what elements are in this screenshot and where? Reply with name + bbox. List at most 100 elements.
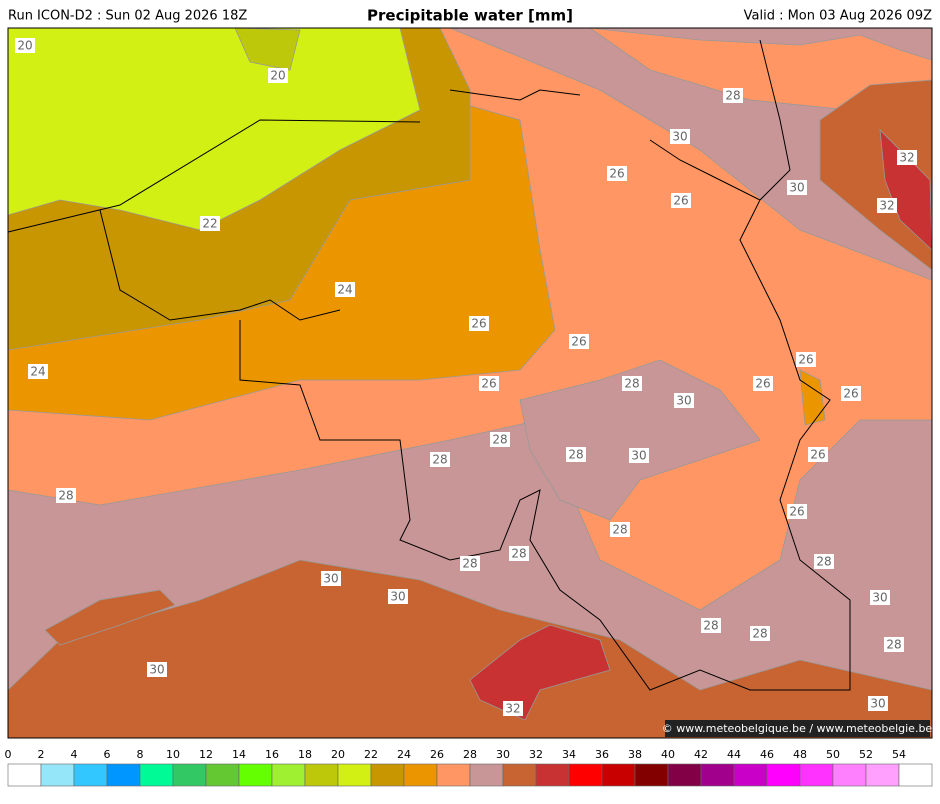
region xyxy=(589,28,932,111)
label-box xyxy=(671,193,691,208)
contour-label: 28 xyxy=(462,557,477,571)
label-box xyxy=(503,701,523,716)
label-box xyxy=(753,376,773,391)
colorbar-tick: 34 xyxy=(562,748,576,761)
contour-label: 30 xyxy=(149,663,164,677)
colorbar-tick: 40 xyxy=(661,748,675,761)
color-swatch xyxy=(832,763,867,787)
color-swatch xyxy=(271,763,306,787)
contour-label: 26 xyxy=(481,377,496,391)
border xyxy=(99,209,341,321)
label-box xyxy=(388,589,408,604)
contour-label: 28 xyxy=(58,489,73,503)
region xyxy=(8,28,421,231)
label-box xyxy=(787,504,807,519)
contour-label: 26 xyxy=(571,335,586,349)
contour-label: 28 xyxy=(492,433,507,447)
label-box xyxy=(509,546,529,561)
label-box xyxy=(868,696,888,711)
color-swatch xyxy=(238,763,273,787)
contour-label: 22 xyxy=(202,217,217,231)
colorbar-tick: 16 xyxy=(265,748,279,761)
colorbar-tick: 24 xyxy=(397,748,411,761)
label-box xyxy=(629,448,649,463)
color-swatch xyxy=(205,763,240,787)
contour-label: 30 xyxy=(390,590,405,604)
colorbar-tick: 42 xyxy=(694,748,708,761)
contour-label: 26 xyxy=(843,387,858,401)
label-box xyxy=(884,637,904,652)
contour-label: 28 xyxy=(432,453,447,467)
color-swatch xyxy=(898,763,933,787)
contour-label: 28 xyxy=(816,555,831,569)
color-swatch xyxy=(172,763,207,787)
color-swatch xyxy=(7,763,42,787)
region xyxy=(519,359,761,521)
colorbar-tick: 52 xyxy=(859,748,873,761)
coastline xyxy=(7,119,421,233)
border xyxy=(449,89,581,101)
contour-label: 24 xyxy=(337,283,352,297)
label-box xyxy=(674,393,694,408)
colorbar-tick: 36 xyxy=(595,748,609,761)
color-swatch xyxy=(370,763,405,787)
label-box xyxy=(479,376,499,391)
label-box xyxy=(897,150,917,165)
label-box xyxy=(808,447,828,462)
label-box xyxy=(147,662,167,677)
label-box xyxy=(841,386,861,401)
label-box xyxy=(750,626,770,641)
color-swatch xyxy=(865,763,900,787)
contour-label: 26 xyxy=(798,353,813,367)
border xyxy=(239,139,851,691)
valid-label: Valid : Mon 03 Aug 2026 09Z xyxy=(744,9,932,24)
colorbar-tick: 54 xyxy=(892,748,906,761)
region xyxy=(44,589,176,646)
contour-label: 30 xyxy=(672,130,687,144)
label-box xyxy=(814,554,834,569)
contour-label: 32 xyxy=(505,702,520,716)
contour-label: 26 xyxy=(471,317,486,331)
color-swatch xyxy=(667,763,702,787)
contour-label: 26 xyxy=(609,167,624,181)
color-swatch xyxy=(139,763,174,787)
label-box xyxy=(610,522,630,537)
contour-label: 30 xyxy=(870,697,885,711)
color-swatch xyxy=(436,763,471,787)
color-swatch xyxy=(469,763,504,787)
label-box xyxy=(200,216,220,231)
region xyxy=(469,624,611,721)
colorbar-tick: 2 xyxy=(38,748,45,761)
contour-label: 28 xyxy=(752,627,767,641)
label-box xyxy=(622,376,642,391)
color-swatch xyxy=(568,763,603,787)
color-swatch xyxy=(535,763,570,787)
colorbar-tick: 0 xyxy=(5,748,12,761)
colorbar-tick: 6 xyxy=(104,748,111,761)
color-swatch xyxy=(601,763,636,787)
label-box xyxy=(796,352,816,367)
label-box xyxy=(569,334,589,349)
color-swatch xyxy=(634,763,669,787)
label-box xyxy=(321,571,341,586)
region xyxy=(234,28,301,71)
colorbar-tick: 32 xyxy=(529,748,543,761)
map-title: Precipitable water [mm] xyxy=(367,7,573,25)
label-box xyxy=(460,556,480,571)
contour-label: 24 xyxy=(30,365,45,379)
contour-label: 28 xyxy=(511,547,526,561)
colorbar-tick: 20 xyxy=(331,748,345,761)
colorbar: 0 2 4 6 8 10 12 14 16 18 20 22 24 26 28 30 32 34 36 38 40 42 4… xyxy=(5,748,933,787)
contour-label: 28 xyxy=(568,448,583,462)
colorbar-tick: 8 xyxy=(137,748,144,761)
color-swatch xyxy=(304,763,339,787)
contour-label: 32 xyxy=(879,199,894,213)
color-swatch xyxy=(337,763,372,787)
colorbar-tick: 28 xyxy=(463,748,477,761)
colorbar-tick: 14 xyxy=(232,748,246,761)
contour-label: 26 xyxy=(789,505,804,519)
label-box xyxy=(490,432,510,447)
label-box xyxy=(870,590,890,605)
colorbar-tick: 10 xyxy=(166,748,180,761)
